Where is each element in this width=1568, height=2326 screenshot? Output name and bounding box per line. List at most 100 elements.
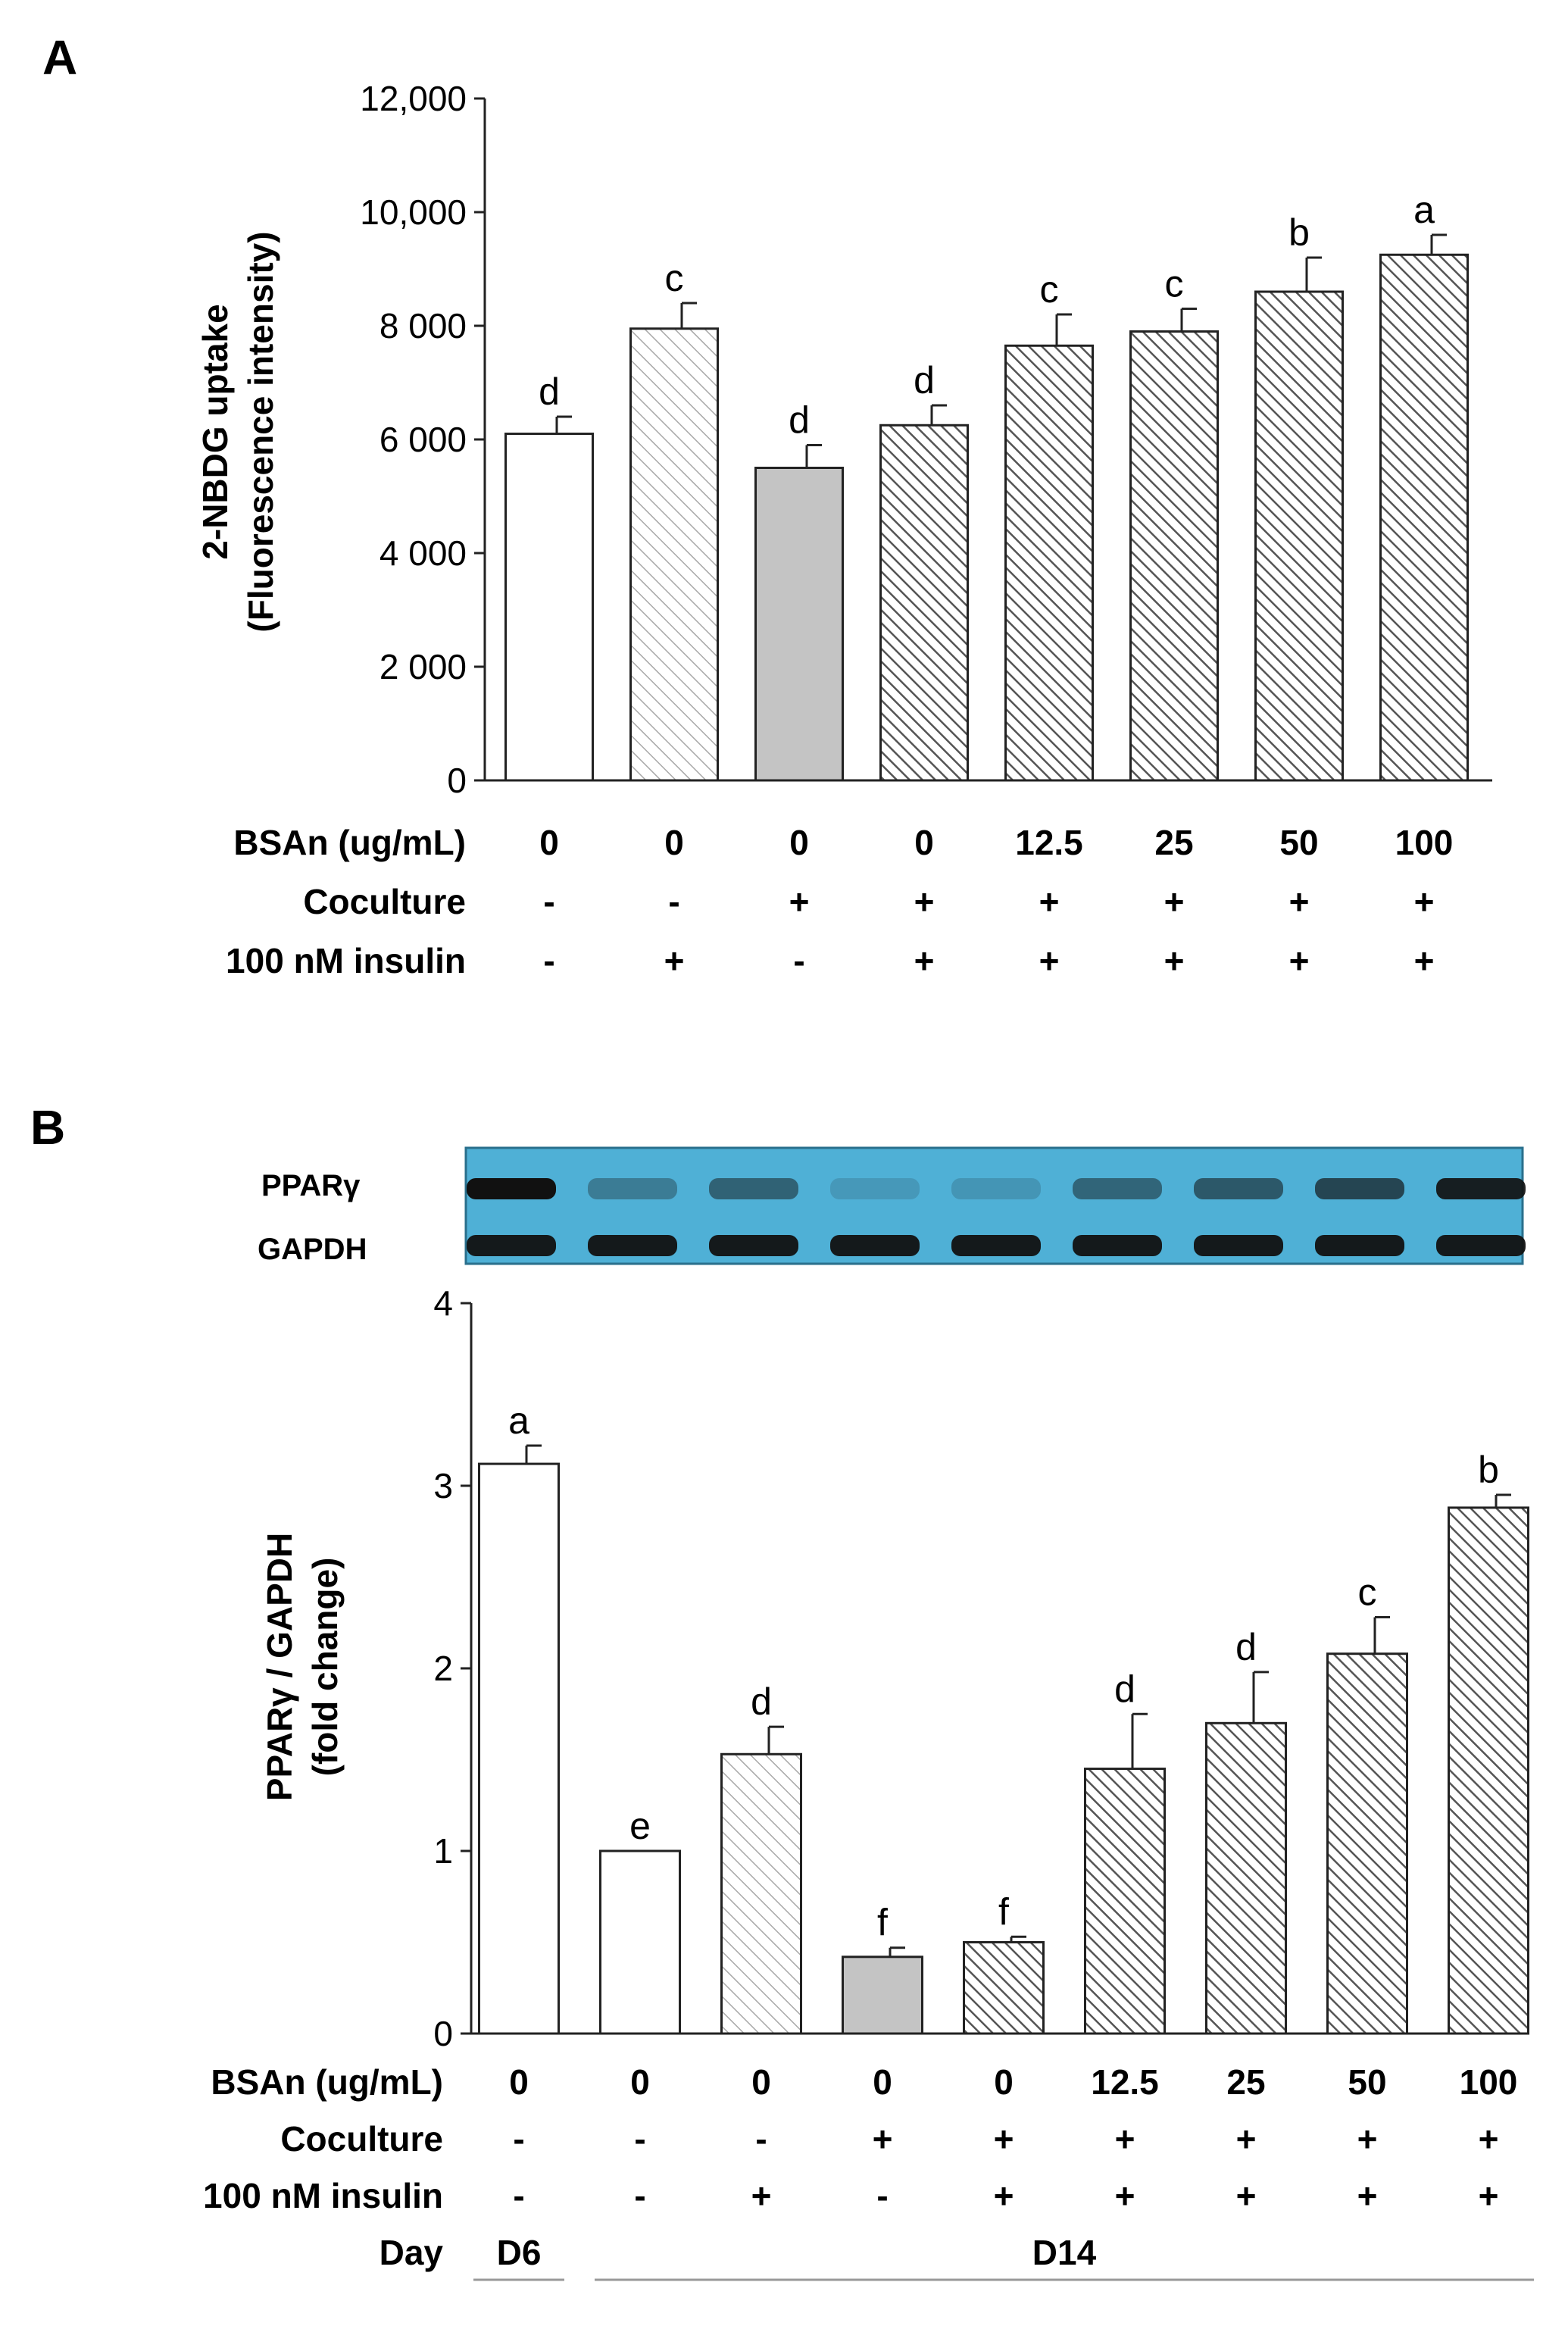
a-bar bbox=[1129, 330, 1219, 782]
ppar-band bbox=[1194, 1178, 1283, 1199]
a-ytick-label: 10,000 bbox=[360, 192, 467, 232]
ppar-band bbox=[1436, 1178, 1526, 1199]
gapdh-band bbox=[709, 1235, 798, 1256]
a-ytick-label: 6 000 bbox=[380, 420, 467, 459]
b-cond-value: - bbox=[513, 2176, 524, 2215]
gapdh-band bbox=[467, 1235, 556, 1256]
a-cond-label: BSAn (ug/mL) bbox=[233, 823, 466, 862]
blot-bands bbox=[467, 1178, 1526, 1256]
b-cond-value: + bbox=[994, 2176, 1014, 2215]
a-cond-value: 25 bbox=[1154, 823, 1193, 862]
a-sig-letter: a bbox=[1413, 189, 1435, 231]
a-sig-letter: c bbox=[1165, 263, 1184, 305]
b-bar bbox=[1084, 1768, 1166, 2035]
b-day-label: Day bbox=[380, 2233, 444, 2272]
b-sig-letter: d bbox=[1114, 1668, 1135, 1710]
a-bar bbox=[504, 433, 594, 782]
panel-a-label: A bbox=[42, 30, 77, 85]
b-cond-value: 0 bbox=[873, 2062, 892, 2102]
b-day-group: D6 bbox=[497, 2233, 542, 2272]
a-cond-value: - bbox=[543, 941, 554, 980]
western-blot: PPARγ GAPDH bbox=[258, 1146, 1526, 1266]
b-cond-label: Coculture bbox=[280, 2119, 443, 2159]
a-bar bbox=[754, 467, 844, 782]
b-sig-letter: c bbox=[1358, 1571, 1377, 1614]
a-cond-value: + bbox=[1414, 941, 1435, 980]
b-cond-value: 0 bbox=[994, 2062, 1014, 2102]
a-cond-value: 50 bbox=[1279, 823, 1318, 862]
gapdh-band bbox=[830, 1235, 920, 1256]
b-cond-value: 0 bbox=[509, 2062, 529, 2102]
b-bar bbox=[963, 1941, 1045, 2035]
a-bar bbox=[1379, 253, 1469, 782]
gapdh-band bbox=[588, 1235, 677, 1256]
a-cond-value: + bbox=[789, 882, 810, 921]
ppar-band bbox=[1073, 1178, 1162, 1199]
b-cond-value: + bbox=[1236, 2176, 1257, 2215]
b-cond-value: 12.5 bbox=[1091, 2062, 1159, 2102]
a-cond-value: + bbox=[664, 941, 685, 980]
b-cond-value: + bbox=[994, 2119, 1014, 2159]
b-sig-letter: b bbox=[1478, 1449, 1499, 1491]
a-cond-value: 12.5 bbox=[1015, 823, 1083, 862]
b-cond-label: 100 nM insulin bbox=[203, 2176, 443, 2215]
b-cond-value: - bbox=[755, 2119, 767, 2159]
b-ytick-label: 1 bbox=[433, 1831, 453, 1871]
ppar-band bbox=[1315, 1178, 1404, 1199]
a-bar bbox=[629, 327, 719, 782]
a-cond-value: 0 bbox=[664, 823, 684, 862]
b-cond-value: + bbox=[1357, 2176, 1378, 2215]
b-cond-value: 25 bbox=[1226, 2062, 1265, 2102]
b-ytick-label: 4 bbox=[433, 1283, 453, 1323]
a-sig-letter: d bbox=[539, 370, 560, 413]
b-sig-letter: e bbox=[629, 1805, 651, 1847]
gapdh-band bbox=[1073, 1235, 1162, 1256]
a-cond-value: + bbox=[1289, 941, 1310, 980]
a-ytick-label: 12,000 bbox=[360, 79, 467, 118]
ppar-band bbox=[467, 1178, 556, 1199]
b-cond-value: + bbox=[873, 2119, 893, 2159]
a-bar bbox=[1004, 344, 1094, 782]
b-cond-value: 50 bbox=[1348, 2062, 1386, 2102]
b-cond-value: + bbox=[1236, 2119, 1257, 2159]
a-cond-value: + bbox=[914, 941, 935, 980]
a-cond-label: 100 nM insulin bbox=[226, 941, 466, 980]
blot-label-ppar: PPARγ bbox=[261, 1169, 361, 1202]
panel-b-ylabel-line2: (fold change) bbox=[305, 1558, 345, 1777]
gapdh-band bbox=[1194, 1235, 1283, 1256]
panel-a-ylabel-line1: 2-NBDG uptake bbox=[195, 304, 235, 559]
panel-b-label: B bbox=[30, 1100, 65, 1155]
b-sig-letter: a bbox=[508, 1399, 529, 1442]
a-cond-value: + bbox=[1289, 882, 1310, 921]
a-sig-letter: b bbox=[1288, 211, 1310, 254]
b-sig-letter: f bbox=[877, 1902, 888, 1944]
a-cond-value: + bbox=[1164, 882, 1185, 921]
a-cond-value: + bbox=[1414, 882, 1435, 921]
a-bar bbox=[879, 424, 969, 782]
a-cond-value: 0 bbox=[539, 823, 559, 862]
a-sig-letter: c bbox=[665, 257, 684, 299]
b-bar bbox=[842, 1956, 923, 2035]
a-sig-letter: c bbox=[1040, 268, 1059, 311]
blot-label-gapdh: GAPDH bbox=[258, 1233, 367, 1266]
a-ytick-label: 2 000 bbox=[380, 647, 467, 686]
a-cond-value: - bbox=[793, 941, 804, 980]
chart-b: 0 1 2 3 4 a e d f f d d c b BSAn (ug/mL) 0 0 0 0 0 12.5 25 50 1… bbox=[203, 1283, 1534, 2281]
a-cond-value: - bbox=[668, 882, 679, 921]
b-cond-value: - bbox=[634, 2119, 645, 2159]
b-cond-value: 0 bbox=[630, 2062, 650, 2102]
b-bar bbox=[1448, 1506, 1529, 2035]
b-cond-value: + bbox=[751, 2176, 772, 2215]
a-cond-value: + bbox=[1164, 941, 1185, 980]
ppar-band bbox=[830, 1178, 920, 1199]
ppar-band bbox=[588, 1178, 677, 1199]
chart-a: 0 2 000 4 000 6 000 8 000 10,000 12,000 d c d d c c b… bbox=[226, 79, 1492, 980]
b-bar bbox=[478, 1462, 560, 2035]
b-sig-letter: d bbox=[751, 1680, 772, 1723]
b-bar bbox=[1205, 1721, 1287, 2035]
b-cond-value: 0 bbox=[751, 2062, 771, 2102]
a-ytick-label: 4 000 bbox=[380, 533, 467, 573]
b-sig-letter: d bbox=[1235, 1626, 1257, 1668]
ppar-band bbox=[951, 1178, 1041, 1199]
